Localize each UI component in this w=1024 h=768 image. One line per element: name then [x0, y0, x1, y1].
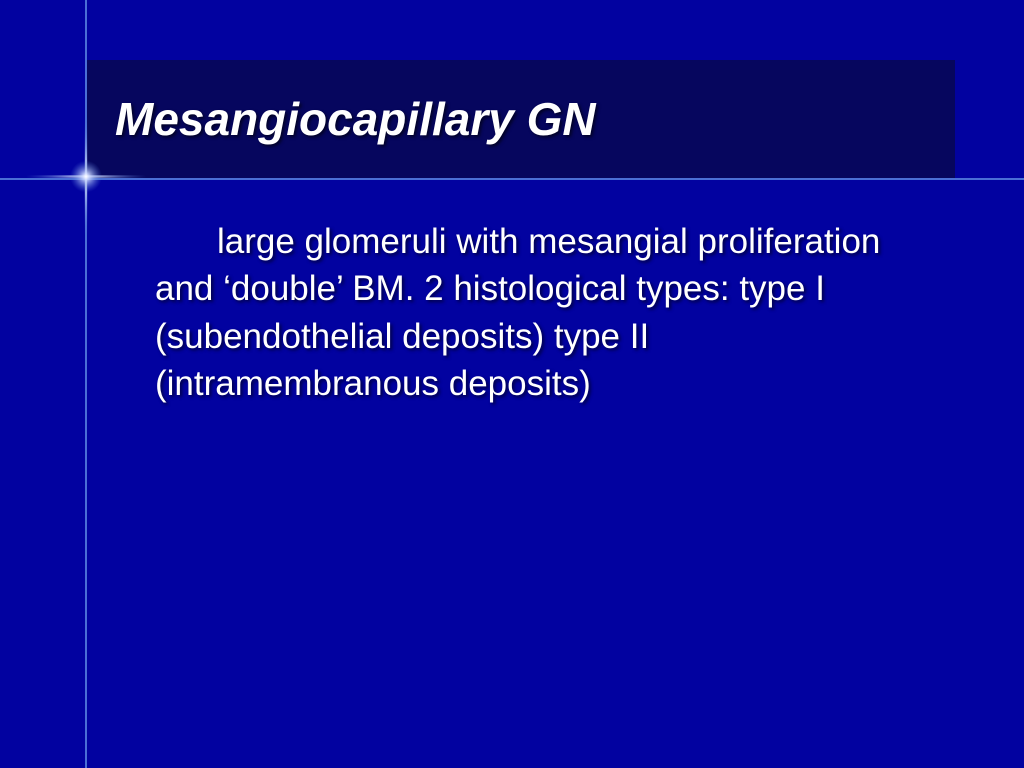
slide-title: Mesangiocapillary GN — [115, 92, 596, 146]
title-bar: Mesangiocapillary GN — [85, 60, 955, 178]
vertical-divider — [85, 0, 87, 768]
slide: Mesangiocapillary GN large glomer — [0, 0, 1024, 768]
horizontal-divider — [0, 178, 1024, 180]
slide-body: large glomeruli with mesangial prolifera… — [155, 218, 885, 407]
